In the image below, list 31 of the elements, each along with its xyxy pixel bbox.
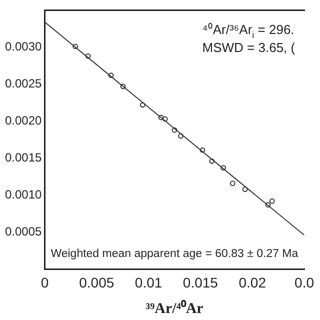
- x-tick-label: 0.005: [79, 274, 114, 290]
- point: [85, 53, 91, 59]
- point: [265, 202, 271, 208]
- point: [230, 180, 236, 186]
- x-tick-label: 0: [40, 274, 49, 290]
- point: [242, 186, 248, 192]
- point: [209, 158, 215, 164]
- x-axis-title: ³⁹Ar/⁴⁰Ar: [146, 298, 204, 317]
- point: [200, 147, 206, 153]
- y-tick-label: 0.0015: [5, 150, 42, 165]
- y-tick-label: 0.0020: [5, 114, 42, 128]
- x-tick-label: 0.0: [294, 274, 314, 290]
- y-tick-label: 0.0030: [5, 40, 42, 54]
- point: [140, 102, 146, 108]
- point: [172, 127, 178, 133]
- point: [269, 198, 275, 204]
- x-tick-label: 0.01: [134, 274, 162, 290]
- point: [158, 114, 164, 120]
- point: [108, 72, 114, 78]
- x-tick-label: 0.02: [238, 274, 266, 290]
- x-tick-label: 0.015: [182, 274, 218, 290]
- point: [162, 116, 168, 122]
- y-tick-label: 0.0025: [5, 76, 42, 91]
- point: [178, 133, 184, 139]
- annotation: Weighted mean apparent age = 60.83 ± 0.27 Ma: [50, 248, 299, 260]
- point: [220, 165, 226, 171]
- y-tick-label: 0.0010: [5, 188, 42, 202]
- y-tick-label: 0.0005: [5, 224, 42, 239]
- point: [72, 44, 78, 50]
- annotation: MSWD = 3.65, (: [202, 40, 296, 56]
- point: [120, 84, 126, 90]
